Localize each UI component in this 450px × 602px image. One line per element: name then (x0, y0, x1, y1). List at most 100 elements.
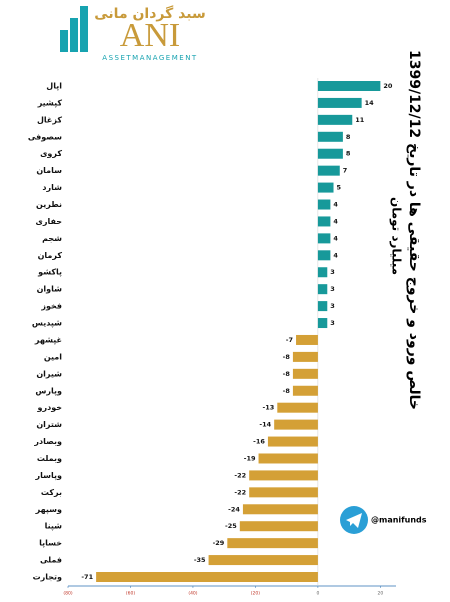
logo-bar (70, 18, 78, 52)
logo-persian: سبد گردان مانی (94, 5, 205, 22)
bar (292, 368, 318, 379)
bar (317, 97, 362, 108)
value-label: -16 (253, 438, 265, 446)
bar (227, 538, 318, 549)
bar (274, 419, 318, 430)
category-label: وبملت (37, 454, 62, 463)
category-label: وپاسار (35, 471, 62, 480)
category-label: نطرین (36, 200, 62, 209)
category-label: سامان (36, 166, 62, 175)
chart-subtitle: میلیارد تومان (389, 197, 404, 275)
value-label: 5 (337, 184, 342, 192)
value-label: 14 (365, 99, 375, 107)
category-label: شارد (42, 183, 62, 192)
value-label: 20 (383, 82, 393, 90)
bar (277, 402, 318, 413)
category-label: سصوفی (28, 132, 62, 141)
x-tick-label: (60) (126, 591, 135, 597)
category-label: شپنا (45, 522, 63, 531)
category-label: پاکشو (37, 268, 62, 277)
value-label: 3 (330, 302, 335, 310)
value-label: 7 (343, 167, 348, 175)
category-label: خودرو (37, 403, 63, 412)
bar (292, 351, 318, 362)
bar (317, 216, 331, 227)
category-label: شپدیس (32, 319, 62, 329)
category-label: شتران (36, 420, 62, 429)
category-label: خساپا (39, 539, 62, 548)
bar (292, 385, 318, 396)
bar (317, 199, 331, 210)
value-label: 3 (330, 268, 335, 276)
category-label: وپارس (35, 386, 62, 396)
value-label: 8 (346, 150, 351, 158)
value-label: -14 (259, 421, 271, 429)
telegram-handle: @manifunds (371, 516, 427, 525)
bar (317, 81, 381, 91)
value-label: -8 (283, 353, 291, 361)
bar (208, 555, 318, 566)
category-label: امین (44, 352, 62, 361)
category-label: شجم (42, 234, 62, 243)
bar (317, 233, 331, 244)
category-label: کرمان (38, 251, 63, 260)
category-label: برکت (41, 488, 62, 497)
chart-title: خالص ورود و خروج حقیقی ها در تاریخ 1399/… (406, 50, 422, 410)
bar (267, 436, 318, 447)
value-label: 4 (333, 251, 338, 259)
bar (317, 284, 328, 295)
value-label: -22 (234, 471, 246, 479)
x-tick-label: 0 (316, 591, 319, 597)
value-label: -8 (283, 370, 291, 378)
value-label: -25 (225, 522, 237, 530)
value-label: -8 (283, 387, 291, 395)
category-label: حفاری (36, 217, 63, 226)
value-label: -35 (194, 556, 206, 564)
bar (258, 453, 318, 464)
category-label: کپشیر (37, 98, 63, 107)
value-label: -71 (81, 573, 93, 581)
bar (317, 114, 353, 125)
bar (317, 250, 331, 261)
category-label: شاوان (37, 285, 63, 294)
value-label: 4 (333, 201, 338, 209)
category-label: کروی (40, 149, 62, 158)
logo-latin: ANI (120, 17, 180, 54)
bar (317, 267, 328, 278)
bar (249, 470, 318, 481)
bar (317, 301, 328, 312)
value-label: 8 (346, 133, 351, 141)
logo-tagline: ASSETMANAGEMENT (102, 54, 197, 62)
bar (242, 504, 318, 515)
category-label: فخوز (40, 302, 62, 311)
value-label: 3 (330, 285, 335, 293)
category-label: شیران (36, 369, 62, 378)
value-label: -29 (213, 539, 225, 547)
category-label: وسپهر (35, 505, 62, 514)
telegram[interactable]: @manifunds (340, 506, 427, 534)
value-label: -13 (263, 404, 275, 412)
category-label: فملی (40, 556, 62, 565)
bar (317, 165, 340, 176)
telegram-plane (346, 513, 362, 528)
value-label: -24 (228, 505, 240, 513)
x-tick-label: (40) (188, 591, 197, 597)
bar (317, 148, 343, 159)
value-label: 3 (330, 319, 335, 327)
logo-bar (60, 30, 68, 52)
bar (249, 487, 318, 498)
value-label: 4 (333, 234, 338, 242)
category-label: کزغال (37, 115, 62, 124)
category-label: اپال (46, 82, 62, 91)
category-label: وبصادر (33, 437, 62, 446)
bar (96, 572, 318, 582)
bar (317, 182, 334, 193)
value-label: -7 (286, 336, 293, 344)
value-label: -22 (234, 488, 246, 496)
category-label: وتجارت (33, 573, 62, 582)
value-label: -19 (244, 454, 256, 462)
bar (317, 131, 343, 142)
bar (317, 318, 328, 329)
